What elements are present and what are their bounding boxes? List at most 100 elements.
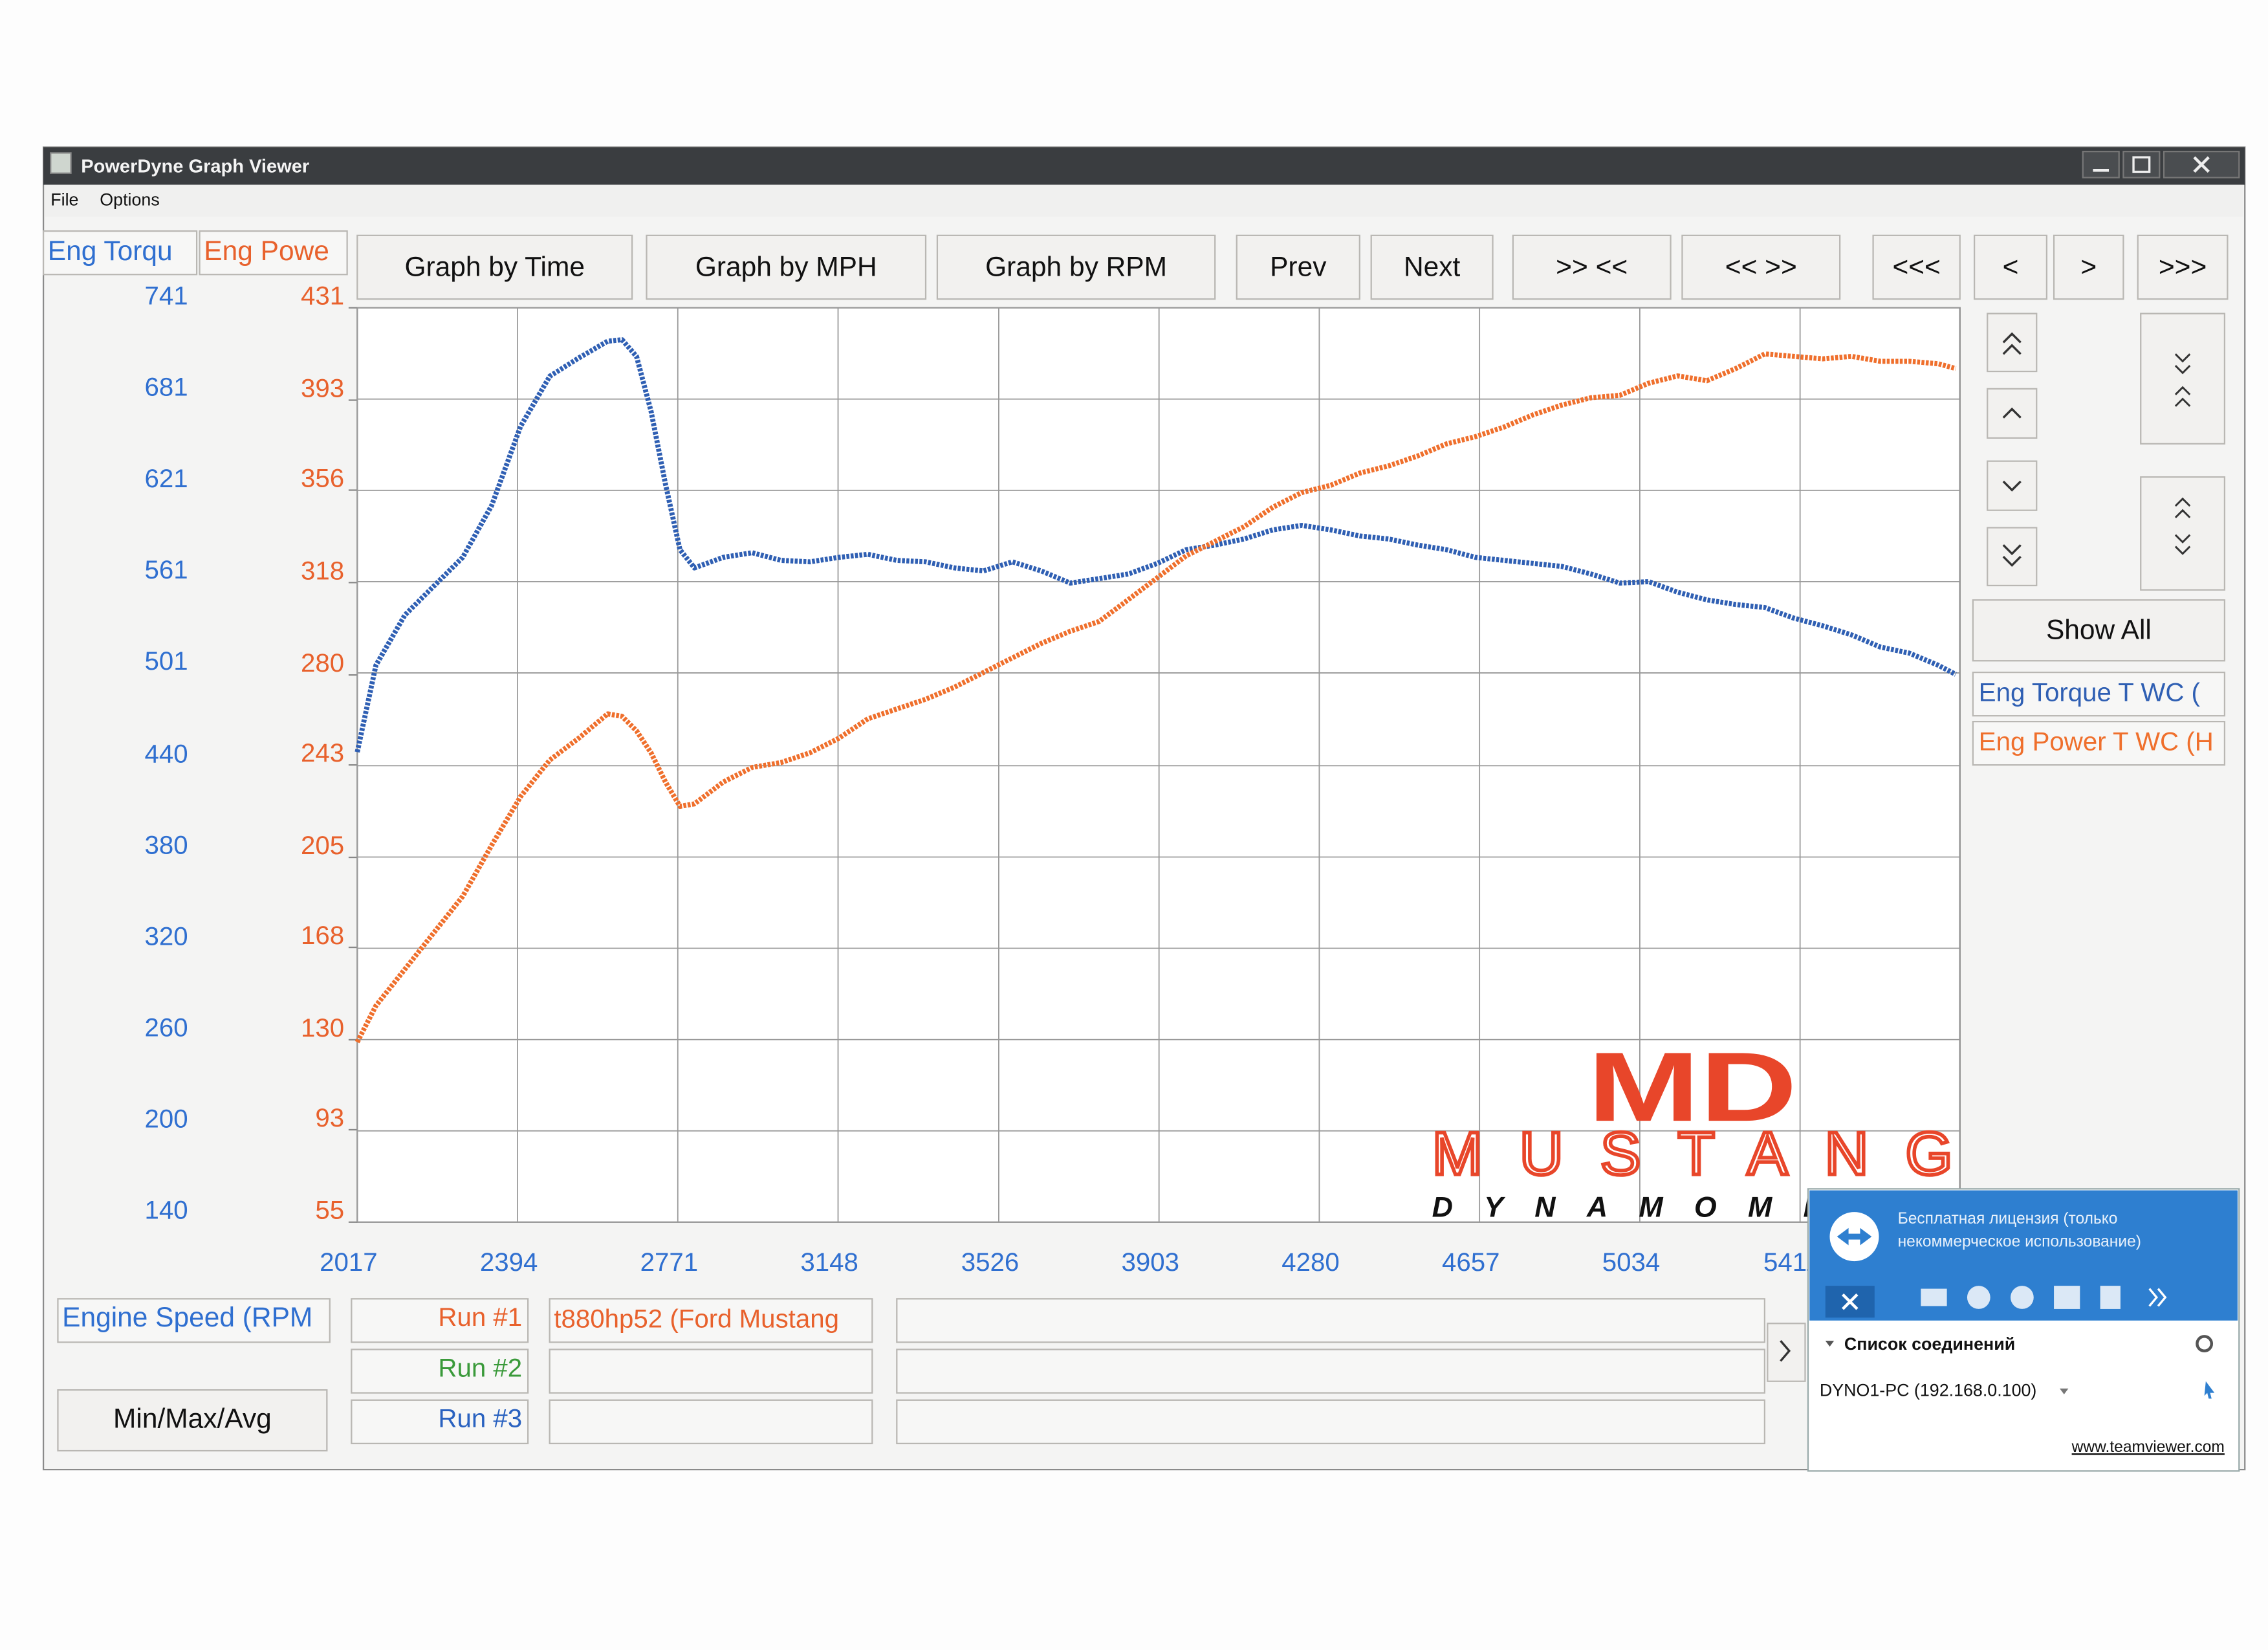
- teamviewer-panel: Бесплатная лицензия (только некоммерческ…: [1807, 1188, 2240, 1472]
- dropdown-icon: [2060, 1388, 2069, 1394]
- run-label-box: [351, 1348, 529, 1394]
- run-name: t880hp52 (Ford Mustang: [554, 1304, 839, 1333]
- y2-label-box: [199, 230, 348, 276]
- y-axis-label: Eng Torqu: [48, 236, 173, 267]
- x-tick-label: 2394: [480, 1248, 538, 1277]
- y-tick-label: 380: [145, 830, 188, 859]
- x-tick-label: 4280: [1281, 1248, 1340, 1277]
- window-title: PowerDyne Graph Viewer: [81, 156, 309, 177]
- toolbar-button-label: Next: [1404, 252, 1461, 282]
- chevron-icon: [2174, 497, 2191, 555]
- x-tick-label: 3148: [800, 1248, 858, 1277]
- menu-item[interactable]: Options: [100, 190, 159, 209]
- side-panel: Show All: [1972, 313, 2226, 766]
- toolbar-button[interactable]: [1236, 234, 1360, 300]
- y-tick-label: 501: [145, 646, 188, 676]
- toolbar-icon[interactable]: [1967, 1286, 1990, 1309]
- run-detail-box: [896, 1399, 1766, 1444]
- toolbar-button[interactable]: [936, 234, 1216, 300]
- show-all-button[interactable]: [1972, 599, 2226, 662]
- bottom-panel: Min/Max/Avg Engine Speed (RPM Run #1 t880h…: [57, 1298, 1806, 1452]
- y2-tick-label: 93: [315, 1103, 344, 1132]
- run-label-box: [351, 1399, 529, 1444]
- legend-entry: Eng Power T WC (H: [1979, 727, 2214, 756]
- scroll-top-button[interactable]: [1987, 313, 2038, 373]
- panel-toggle-button[interactable]: [1767, 1323, 1806, 1382]
- run-name-box: [549, 1399, 873, 1444]
- run-label: Run #1: [438, 1303, 522, 1332]
- expand-button[interactable]: [2140, 313, 2226, 445]
- teamviewer-link[interactable]: www.teamviewer.com: [2071, 1438, 2225, 1456]
- app-icon: [50, 152, 72, 174]
- toolbar-button[interactable]: [1512, 234, 1672, 300]
- scroll-bottom-button[interactable]: [1987, 527, 2038, 587]
- run-label: Run #3: [438, 1404, 522, 1433]
- x-tick-label: 3903: [1121, 1248, 1179, 1277]
- toolbar-button[interactable]: [646, 234, 927, 300]
- x-label-box: [57, 1298, 331, 1343]
- toolbar-button-label: >: [2080, 252, 2097, 282]
- y2-tick-label: 356: [301, 463, 344, 492]
- chevron-icon: [1780, 1340, 1791, 1362]
- toolbar-button-label: Graph by MPH: [695, 252, 877, 282]
- x-axis-label: Engine Speed (RPM: [62, 1303, 312, 1333]
- chevron-icon: [2002, 407, 2022, 419]
- y-tick-label: 741: [145, 281, 188, 311]
- run-name-box: [549, 1298, 873, 1343]
- toolbar-button[interactable]: [1872, 234, 1961, 300]
- toolbar-button[interactable]: [1973, 234, 2048, 300]
- run-detail-box: [896, 1348, 1766, 1394]
- maximize-icon: [2132, 156, 2151, 173]
- logo-mark: MD: [1587, 1032, 1797, 1142]
- toolbar-button[interactable]: [2053, 234, 2124, 300]
- y-label-box: [42, 230, 198, 276]
- data-line: [354, 337, 1957, 753]
- y2-tick-label: 55: [315, 1196, 344, 1225]
- x-tick-label: 2771: [640, 1248, 699, 1277]
- legend-box: [1972, 721, 2226, 766]
- scroll-up-button[interactable]: [1987, 388, 2038, 439]
- chevron-icon: [2002, 544, 2022, 567]
- y2-tick-label: 431: [301, 281, 344, 311]
- connect-icon[interactable]: [2204, 1381, 2215, 1399]
- toolbar-icon[interactable]: [2054, 1286, 2080, 1309]
- toolbar-icon[interactable]: [1921, 1288, 1947, 1306]
- toolbar-button[interactable]: [1370, 234, 1494, 300]
- x-tick-label: 5034: [1602, 1248, 1661, 1277]
- toolbar-button[interactable]: [356, 234, 633, 300]
- toolbar-icon[interactable]: [2010, 1286, 2034, 1309]
- run-name-box: [549, 1348, 873, 1394]
- connections-title: Список соединений: [1844, 1334, 2015, 1354]
- connection-entry[interactable]: DYNO1-PC (192.168.0.100): [1820, 1380, 2037, 1400]
- y-tick-label: 320: [145, 922, 188, 951]
- maximize-button[interactable]: [2122, 151, 2161, 179]
- run-detail-box: [896, 1298, 1766, 1343]
- license-notice: некоммерческое использование): [1898, 1233, 2141, 1251]
- close-icon: [2193, 156, 2210, 173]
- title-bar: [43, 147, 2245, 185]
- toolbar-button[interactable]: [1681, 234, 1841, 300]
- more-icon[interactable]: [2148, 1288, 2167, 1307]
- y-tick-label: 561: [145, 555, 188, 584]
- minimize-button[interactable]: [2082, 151, 2120, 179]
- y-tick-label: 200: [145, 1105, 188, 1134]
- settings-icon[interactable]: [2196, 1335, 2214, 1353]
- min-max-avg-button[interactable]: [57, 1389, 328, 1452]
- chevron-icon: [2002, 480, 2022, 492]
- y2-tick-label: 130: [301, 1013, 344, 1042]
- legend-entry: Eng Torque T WC (: [1979, 677, 2201, 707]
- collapse-button[interactable]: [2140, 476, 2226, 591]
- y2-axis-label: Eng Powe: [204, 236, 329, 267]
- y-tick-label: 140: [145, 1196, 188, 1225]
- toolbar-button-label: Graph by RPM: [985, 252, 1167, 282]
- toolbar-button-label: <<<: [1892, 252, 1940, 282]
- toolbar-button-label: << >>: [1725, 252, 1797, 282]
- scroll-down-button[interactable]: [1987, 460, 2038, 511]
- toolbar-button[interactable]: [2137, 234, 2229, 300]
- toolbar-button-label: <: [2003, 252, 2019, 282]
- toolbar-icon[interactable]: [2100, 1286, 2121, 1309]
- y2-tick-label: 318: [301, 556, 344, 585]
- y2-tick-label: 280: [301, 648, 344, 677]
- menu-item[interactable]: File: [50, 190, 78, 209]
